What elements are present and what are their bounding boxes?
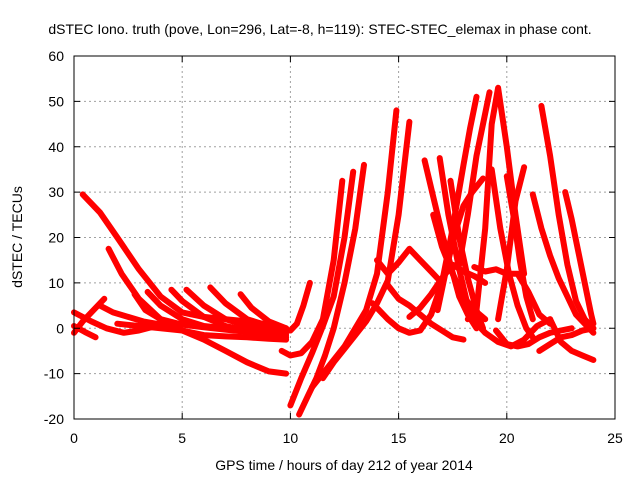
y-tick-label: -10 bbox=[44, 366, 64, 382]
data-series-trace bbox=[495, 164, 528, 323]
y-tick-label: 20 bbox=[48, 230, 64, 246]
x-tick-label: 20 bbox=[499, 430, 515, 446]
y-tick-label: 60 bbox=[48, 48, 64, 64]
data-series-trace bbox=[207, 284, 290, 334]
data-series-trace bbox=[436, 155, 489, 336]
data-series-trace bbox=[296, 161, 367, 418]
y-tick-label: 40 bbox=[48, 139, 64, 155]
data-series-trace bbox=[114, 320, 290, 377]
data-series-trace bbox=[287, 168, 357, 409]
data-series-trace bbox=[562, 189, 597, 327]
data-series-trace bbox=[237, 291, 290, 332]
data-series-trace bbox=[493, 325, 575, 350]
x-tick-label: 25 bbox=[607, 430, 623, 446]
y-tick-label: -20 bbox=[44, 411, 64, 427]
x-axis-ticks: 0 5 10 15 20 25 bbox=[70, 56, 623, 446]
data-series bbox=[71, 84, 597, 418]
x-tick-label: 0 bbox=[70, 430, 78, 446]
x-tick-label: 15 bbox=[391, 430, 407, 446]
data-series-trace bbox=[547, 316, 597, 363]
x-axis-label: GPS time / hours of day 212 of year 2014 bbox=[215, 457, 473, 473]
data-series-trace bbox=[536, 325, 597, 354]
x-tick-label: 10 bbox=[283, 430, 299, 446]
data-series-trace bbox=[456, 89, 493, 268]
data-series-trace bbox=[503, 173, 536, 323]
chart-title: dSTEC Iono. truth (pove, Lon=296, Lat=-8… bbox=[48, 21, 591, 37]
data-series-trace bbox=[471, 264, 554, 327]
data-series-trace bbox=[71, 295, 108, 336]
data-series-trace bbox=[538, 102, 597, 332]
data-series-trace bbox=[529, 191, 597, 336]
y-tick-label: 0 bbox=[56, 320, 64, 336]
y-tick-label: 30 bbox=[48, 184, 64, 200]
data-series-trace bbox=[319, 118, 413, 382]
data-series-trace bbox=[276, 279, 313, 334]
data-series-trace bbox=[443, 93, 480, 273]
data-series-trace bbox=[384, 282, 467, 343]
data-series-trace bbox=[278, 177, 346, 359]
y-axis-label: dSTEC / TECUs bbox=[9, 186, 25, 288]
data-series-trace bbox=[183, 286, 290, 336]
y-tick-label: 50 bbox=[48, 93, 64, 109]
data-series-trace bbox=[488, 166, 536, 341]
data-series-trace bbox=[374, 245, 445, 286]
x-tick-label: 5 bbox=[178, 430, 186, 446]
data-series-trace bbox=[97, 302, 171, 327]
data-series-trace bbox=[482, 316, 554, 350]
y-axis-ticks: -20 -10 0 10 20 30 40 50 60 bbox=[44, 48, 615, 427]
y-tick-label: 10 bbox=[48, 275, 64, 291]
